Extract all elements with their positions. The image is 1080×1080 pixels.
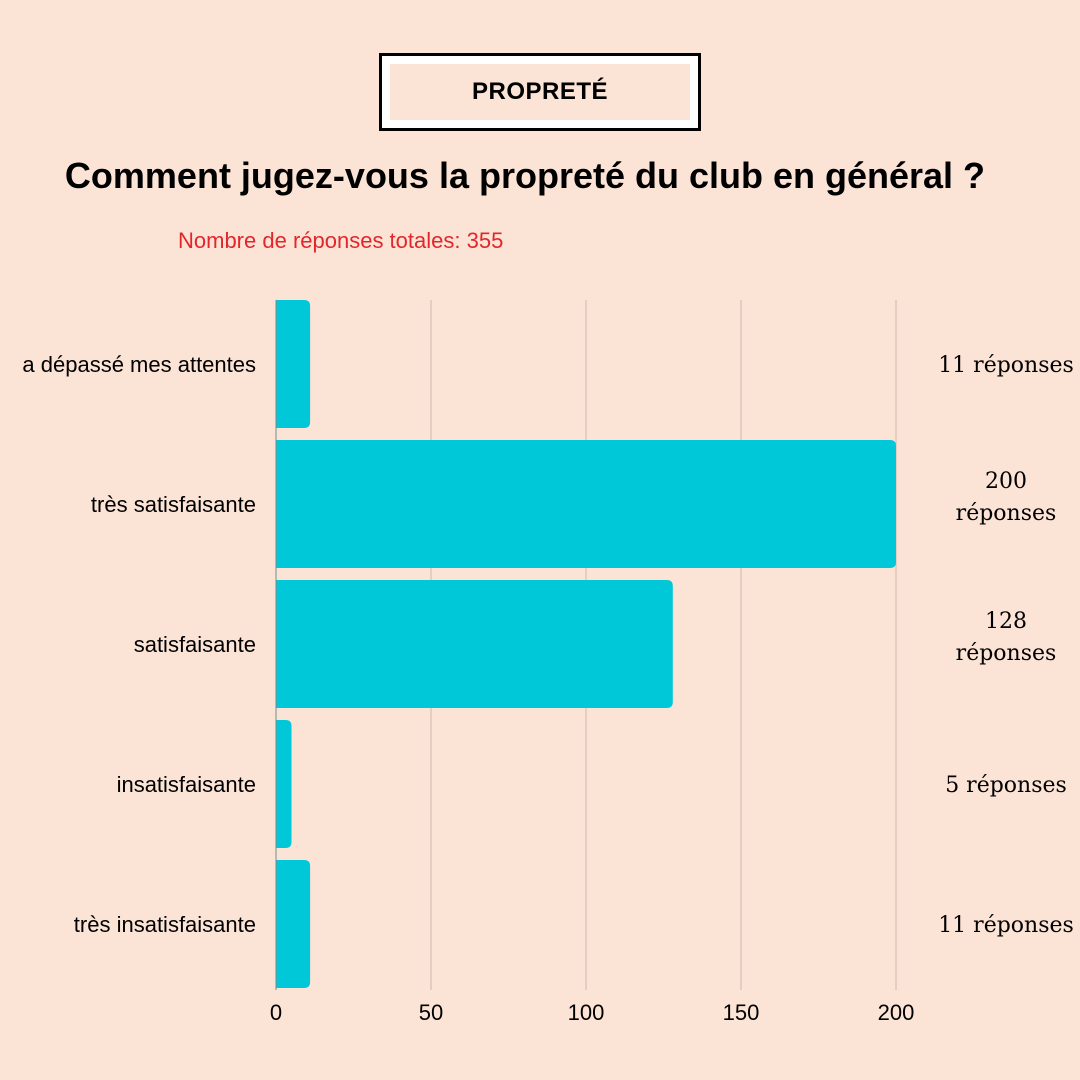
x-tick-label: 200 [878,1000,915,1025]
x-tick-label: 100 [568,1000,605,1025]
category-label: très insatisfaisante [74,912,256,937]
data-label: 5 réponses [945,773,1067,798]
category-label: insatisfaisante [117,772,256,797]
data-label: 11 réponses [938,353,1074,378]
bar [276,580,673,708]
category-label: très satisfaisante [91,492,256,517]
section-badge-label: PROPRETÉ [390,64,690,120]
bar [276,860,311,988]
data-label: réponses [956,501,1057,526]
data-label: 200 [985,469,1027,494]
bar [276,300,311,428]
total-responses: Nombre de réponses totales: 355 [178,228,504,253]
section-badge: PROPRETÉ [379,53,701,131]
x-tick-label: 50 [419,1000,443,1025]
category-label: a dépassé mes attentes [22,352,256,377]
data-label: réponses [956,641,1057,666]
category-label: satisfaisante [134,632,256,657]
bar [276,720,292,848]
x-tick-label: 150 [723,1000,760,1025]
x-tick-label: 0 [270,1000,282,1025]
data-label: 11 réponses [938,913,1074,938]
chart-title: Comment jugez-vous la propreté du club e… [64,155,986,196]
data-label: 128 [985,609,1027,634]
bar [276,440,896,568]
